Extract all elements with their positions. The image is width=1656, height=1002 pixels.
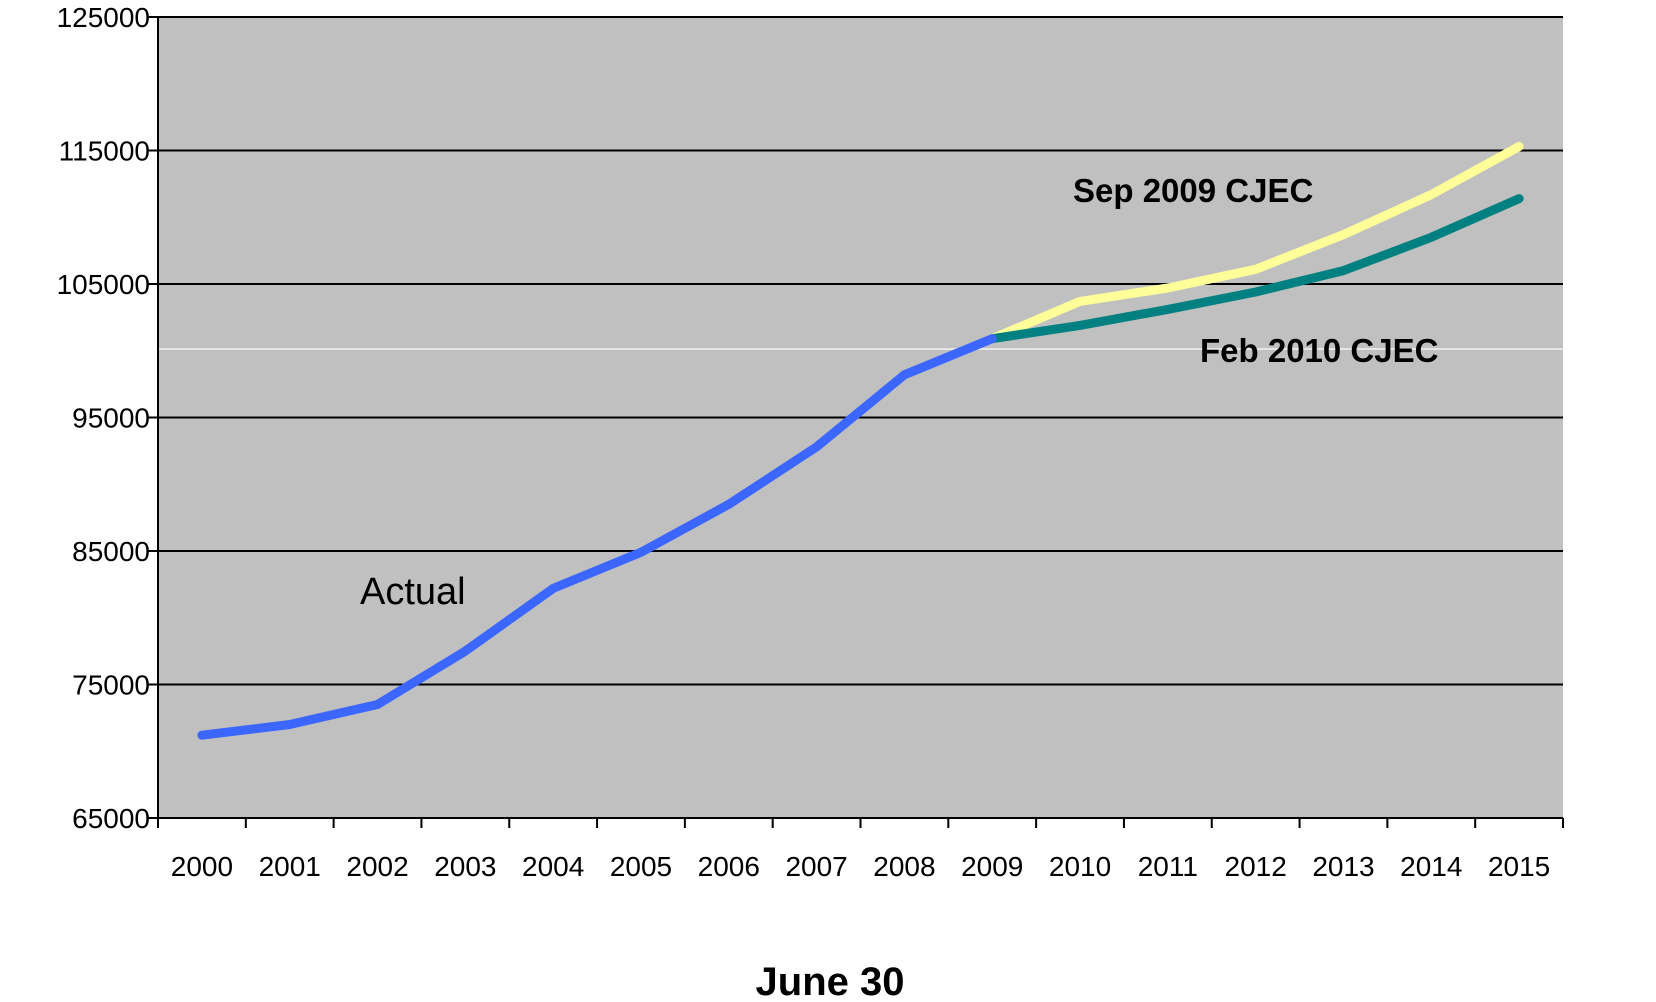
x-tick-label: 2000 bbox=[171, 851, 233, 882]
y-tick-label: 115000 bbox=[59, 136, 150, 167]
x-tick-label: 2002 bbox=[346, 851, 408, 882]
x-tick-label: 2013 bbox=[1312, 851, 1374, 882]
annotation-actual: Actual bbox=[360, 571, 466, 613]
x-tick-label: 2006 bbox=[698, 851, 760, 882]
y-tick-label: 105000 bbox=[57, 269, 150, 300]
x-tick-label: 2008 bbox=[873, 851, 935, 882]
x-tick-label: 2001 bbox=[259, 851, 321, 882]
series-lines bbox=[197, 142, 1524, 740]
x-tick-label: 2012 bbox=[1225, 851, 1287, 882]
series-line-actual bbox=[197, 334, 997, 740]
y-tick-label: 65000 bbox=[72, 803, 150, 834]
x-tick-label: 2014 bbox=[1400, 851, 1462, 882]
tick-labels: 65000 75000 85000 95000 105000 115000 125000 20… bbox=[57, 2, 1551, 882]
x-tick-label: 2004 bbox=[522, 851, 584, 882]
gridlines bbox=[158, 16, 1563, 686]
annotation-sep-2009-cjec: Sep 2009 CJEC bbox=[1073, 172, 1313, 209]
y-tick-label: 85000 bbox=[72, 536, 150, 567]
x-tick-label: 2005 bbox=[610, 851, 672, 882]
x-tick-label: 2003 bbox=[434, 851, 496, 882]
axes bbox=[148, 16, 1564, 828]
x-tick-label: 2009 bbox=[961, 851, 1023, 882]
x-tick-label: 2015 bbox=[1488, 851, 1550, 882]
y-tick-label: 95000 bbox=[72, 403, 150, 434]
y-tick-label: 75000 bbox=[72, 670, 150, 701]
x-tick-label: 2007 bbox=[785, 851, 847, 882]
x-tick-label: 2011 bbox=[1138, 851, 1198, 882]
y-tick-label: 125000 bbox=[57, 2, 150, 33]
series-line-sep2009 bbox=[987, 142, 1524, 344]
annotation-feb-2010-cjec: Feb 2010 CJEC bbox=[1200, 332, 1438, 369]
series-line-feb2010 bbox=[987, 194, 1524, 344]
x-axis-title: June 30 bbox=[756, 960, 905, 1002]
x-tick-label: 2010 bbox=[1049, 851, 1111, 882]
